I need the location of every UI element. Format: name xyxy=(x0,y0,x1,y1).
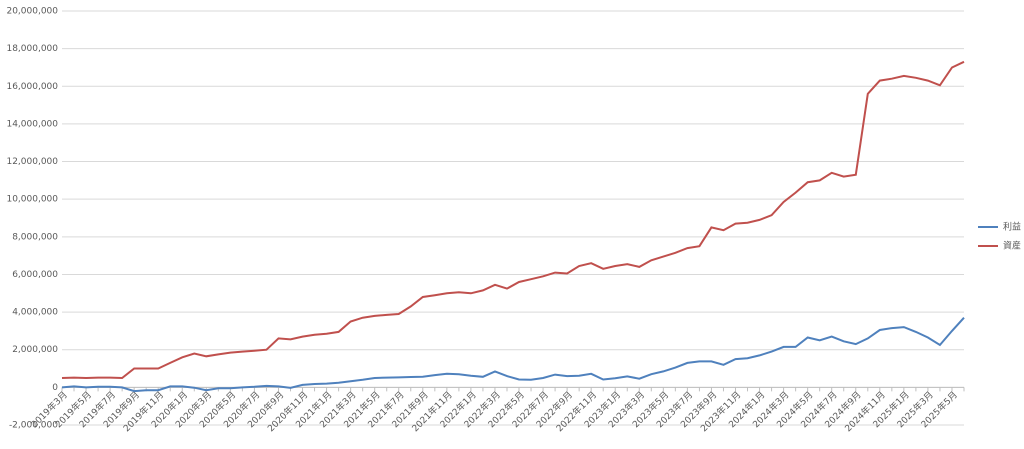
series-line xyxy=(61,60,965,380)
y-tick-label: 18,000,000 xyxy=(6,44,58,54)
y-tick-label: 4,000,000 xyxy=(12,308,58,318)
y-tick-label: 16,000,000 xyxy=(6,82,58,92)
y-tick-label: -2,000,000 xyxy=(9,421,58,431)
legend-label: 資産 xyxy=(1003,240,1021,252)
y-tick-label: 20,000,000 xyxy=(6,7,58,17)
y-tick-label: 6,000,000 xyxy=(12,270,58,280)
y-tick-label: 14,000,000 xyxy=(6,119,58,129)
y-tick-label: 8,000,000 xyxy=(12,232,58,242)
y-tick-label: 12,000,000 xyxy=(6,157,58,167)
series-line xyxy=(61,317,965,393)
legend-label: 利益 xyxy=(1003,221,1021,233)
y-tick-label: 0 xyxy=(52,383,58,393)
y-tick-label: 2,000,000 xyxy=(12,345,58,355)
y-tick-label: 10,000,000 xyxy=(6,195,58,205)
